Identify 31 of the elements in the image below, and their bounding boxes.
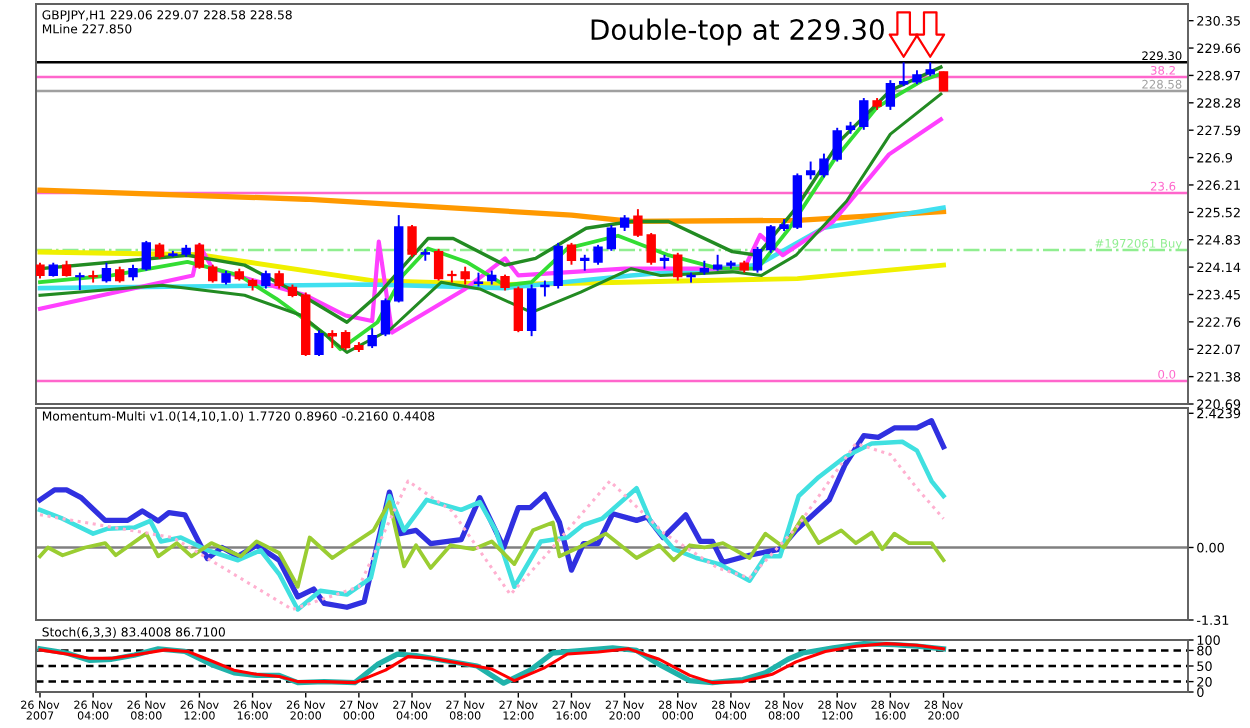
candlestick <box>606 224 617 252</box>
candlestick <box>898 61 909 88</box>
candlestick <box>314 329 324 357</box>
candlestick <box>752 245 763 274</box>
annotation: Double-top at 229.30 <box>591 18 884 46</box>
candlestick <box>433 247 444 282</box>
line-series <box>37 205 946 291</box>
candlestick <box>380 297 391 338</box>
candlestick <box>194 241 205 270</box>
candlestick <box>593 243 603 266</box>
candlestick <box>141 239 151 272</box>
line-series <box>38 500 946 589</box>
candlestick <box>553 241 563 290</box>
candlestick <box>633 208 643 238</box>
candlestick <box>566 241 577 266</box>
candlestick <box>340 329 351 351</box>
candlestick <box>673 251 683 282</box>
candlestick <box>819 152 829 179</box>
line-series <box>37 117 943 335</box>
candlestick <box>407 224 417 258</box>
candlestick <box>646 232 656 266</box>
candlestick <box>766 224 776 254</box>
candlestick <box>832 126 842 163</box>
candlestick <box>101 261 112 284</box>
line-series <box>37 249 946 288</box>
candlestick <box>938 70 949 92</box>
candlestick <box>526 283 537 338</box>
candlestick <box>513 285 524 334</box>
candlestick <box>859 97 869 131</box>
candlestick <box>885 79 896 111</box>
candlestick <box>367 327 377 350</box>
